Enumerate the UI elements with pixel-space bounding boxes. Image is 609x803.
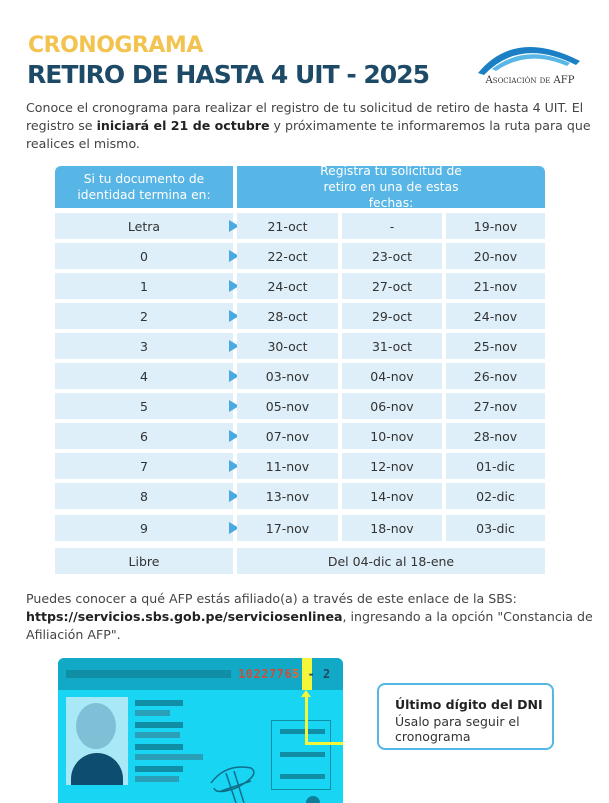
signature-icon <box>210 766 255 803</box>
intro-text: Conoce el cronograma para realizar el re… <box>26 100 584 133</box>
page-title: RETIRO DE HASTA 4 UIT - 2025 <box>27 60 430 89</box>
date-cell: 27-oct <box>342 273 442 299</box>
date-cell: 25-nov <box>446 333 545 359</box>
arrow-icon <box>229 460 239 472</box>
arrow-icon <box>229 370 239 382</box>
callout-title: Último dígito del DNI <box>395 697 543 712</box>
date-cell: 19-nov <box>446 213 545 239</box>
row-key: 3 <box>55 333 233 359</box>
date-cell: 17-nov <box>237 515 338 541</box>
arrow-icon <box>229 250 239 262</box>
date-cell: 18-nov <box>342 515 442 541</box>
arrow-icon <box>229 490 239 502</box>
date-cell: 03-nov <box>237 363 338 389</box>
row-key: 4 <box>55 363 233 389</box>
person-icon <box>306 796 320 803</box>
date-cell: 27-nov <box>446 393 545 419</box>
date-cell: 01-dic <box>446 453 545 479</box>
afp-logo-icon <box>478 47 580 75</box>
date-cell: 03-dic <box>446 515 545 541</box>
date-cell: 07-nov <box>237 423 338 449</box>
date-cell: 28-oct <box>237 303 338 329</box>
arrow-icon <box>229 340 239 352</box>
row-key: 6 <box>55 423 233 449</box>
dni-digits: 1022776 <box>238 667 293 681</box>
arrow-icon <box>229 310 239 322</box>
date-cell: 24-oct <box>237 273 338 299</box>
callout-box: Último dígito del DNI Úsalo para seguir … <box>377 683 554 750</box>
sbs-link[interactable]: https://servicios.sbs.gob.pe/serviciosen… <box>26 609 343 624</box>
arrow-icon <box>229 220 239 232</box>
row-key: 8 <box>55 483 233 509</box>
date-cell: 06-nov <box>342 393 442 419</box>
footer-paragraph: Puedes conocer a qué AFP estás afiliado(… <box>26 590 596 644</box>
intro-paragraph: Conoce el cronograma para realizar el re… <box>26 99 591 153</box>
date-cell: 24-nov <box>446 303 545 329</box>
date-cell: 22-oct <box>237 243 338 269</box>
intro-bold: iniciará el 21 de octubre <box>96 118 270 133</box>
date-cell: 28-nov <box>446 423 545 449</box>
row-key: 9 <box>55 515 233 541</box>
footer-text: Puedes conocer a qué AFP estás afiliado(… <box>26 591 517 606</box>
date-cell: 14-nov <box>342 483 442 509</box>
row-key-libre: Libre <box>55 548 233 574</box>
row-key: 2 <box>55 303 233 329</box>
date-cell: 02-dic <box>446 483 545 509</box>
row-key: 1 <box>55 273 233 299</box>
row-key: 7 <box>55 453 233 479</box>
date-cell: 12-nov <box>342 453 442 479</box>
date-cell: 04-nov <box>342 363 442 389</box>
col-header-document: Si tu documento de identidad termina en: <box>55 166 233 208</box>
date-cell: 26-nov <box>446 363 545 389</box>
date-cell: 21-nov <box>446 273 545 299</box>
dni-check: - 2 <box>307 667 331 681</box>
date-cell: 20-nov <box>446 243 545 269</box>
date-cell: 29-oct <box>342 303 442 329</box>
photo-placeholder <box>66 697 128 785</box>
date-cell: 21-oct <box>237 213 338 239</box>
title-cronograma: CRONOGRAMA <box>28 33 203 58</box>
date-cell: - <box>342 213 442 239</box>
date-range-cell: Del 04-dic al 18-ene <box>237 548 545 574</box>
arrow-icon <box>229 280 239 292</box>
dni-number: 10227765 - 2 <box>238 667 331 681</box>
date-cell: 13-nov <box>237 483 338 509</box>
logo-text: Asociación de AFP <box>485 75 575 86</box>
arrow-icon <box>229 430 239 442</box>
date-cell: 31-oct <box>342 333 442 359</box>
arrow-icon <box>229 400 239 412</box>
date-cell: 23-oct <box>342 243 442 269</box>
date-cell: 30-oct <box>237 333 338 359</box>
row-key: 5 <box>55 393 233 419</box>
date-cell: 11-nov <box>237 453 338 479</box>
row-key: Letra <box>55 213 233 239</box>
date-cell: 10-nov <box>342 423 442 449</box>
last-digit-highlight <box>302 658 312 690</box>
col-header-dates: Registra tu solicitud de retiro en una d… <box>237 164 545 210</box>
date-cell: 05-nov <box>237 393 338 419</box>
dni-last-digit: 5 <box>292 667 300 681</box>
row-key: 0 <box>55 243 233 269</box>
dni-card-illustration: 10227765 - 2 <box>58 658 343 803</box>
intro-text-2: y próximamente te informaremos la ruta p… <box>26 118 591 151</box>
callout-text: Úsalo para seguir el cronograma <box>395 714 520 744</box>
arrow-icon <box>229 522 239 534</box>
footer-text-2: , ingresando a la opción "Constancia de … <box>26 609 593 642</box>
